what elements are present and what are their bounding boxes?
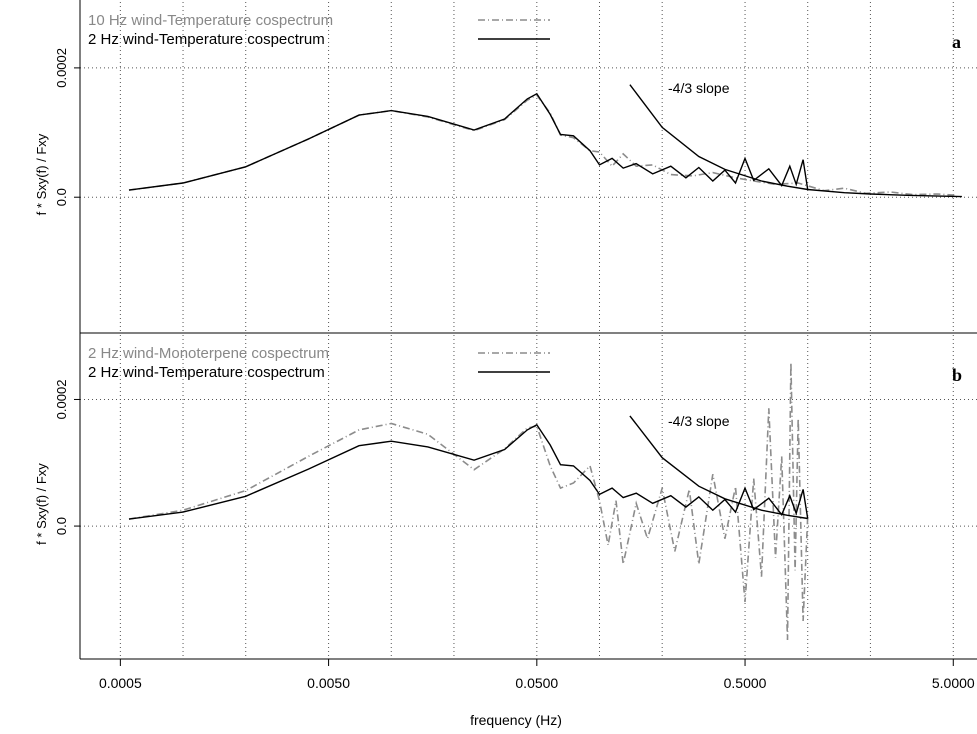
series-line-3 — [629, 84, 962, 198]
panel-letter: b — [952, 365, 962, 385]
y-tick-label: 0.0002 — [54, 48, 69, 88]
y-tick-label: 0.0002 — [54, 380, 69, 420]
legend-label: 2 Hz wind-Monoterpene cospectrum — [88, 345, 329, 362]
y-axis-label: f * Sxy(f) / Fxy — [34, 463, 49, 545]
grid-a — [80, 2, 977, 331]
grid-b — [80, 335, 977, 657]
panel-letter: a — [952, 32, 961, 52]
y-ticks-b: 0.0 0.0002 — [54, 380, 80, 535]
shared-x-axis: frequency (Hz) 0.0005 0.0050 0.0500 0.5000 5… — [99, 658, 975, 728]
x-tick-label: 0.0050 — [307, 675, 350, 691]
panel-b: 0.0 0.0002 f * Sxy(f) / Fxy b -4/3 slope 2 Hz… — [34, 333, 977, 660]
slope-annotation: -4/3 slope — [668, 80, 730, 96]
x-tick-label: 0.0005 — [99, 675, 142, 691]
slope-annotation: -4/3 slope — [668, 413, 730, 429]
legend-b: 2 Hz wind-Monoterpene cospectrum 2 Hz win… — [88, 345, 550, 381]
x-tick-label: 5.0000 — [932, 675, 975, 691]
series-line-1 — [128, 94, 957, 197]
legend-label: 2 Hz wind-Temperature cospectrum — [88, 364, 325, 381]
x-tick-label: 0.0500 — [515, 675, 558, 691]
x-axis-label: frequency (Hz) — [470, 712, 562, 728]
series-line-2 — [128, 423, 809, 520]
legend-label: 2 Hz wind-Temperature cospectrum — [88, 31, 325, 48]
y-tick-label: 0.0 — [54, 188, 69, 206]
series-line-3 — [629, 415, 808, 520]
series-line-2 — [128, 92, 809, 191]
y-axis-label: f * Sxy(f) / Fxy — [34, 133, 49, 215]
chart-panels: 0.0 0.0002 f * Sxy(f) / Fxy a -4/3 slope 10 H… — [34, 0, 977, 660]
y-ticks-a: 0.0 0.0002 — [54, 48, 80, 206]
series-line-1 — [128, 362, 809, 641]
panel-a: 0.0 0.0002 f * Sxy(f) / Fxy a -4/3 slope 10 H… — [34, 0, 977, 334]
y-tick-label: 0.0 — [54, 517, 69, 535]
legend-label: 10 Hz wind-Temperature cospectrum — [88, 12, 333, 29]
legend-a: 10 Hz wind-Temperature cospectrum 2 Hz wi… — [88, 12, 550, 48]
x-tick-label: 0.5000 — [724, 675, 767, 691]
